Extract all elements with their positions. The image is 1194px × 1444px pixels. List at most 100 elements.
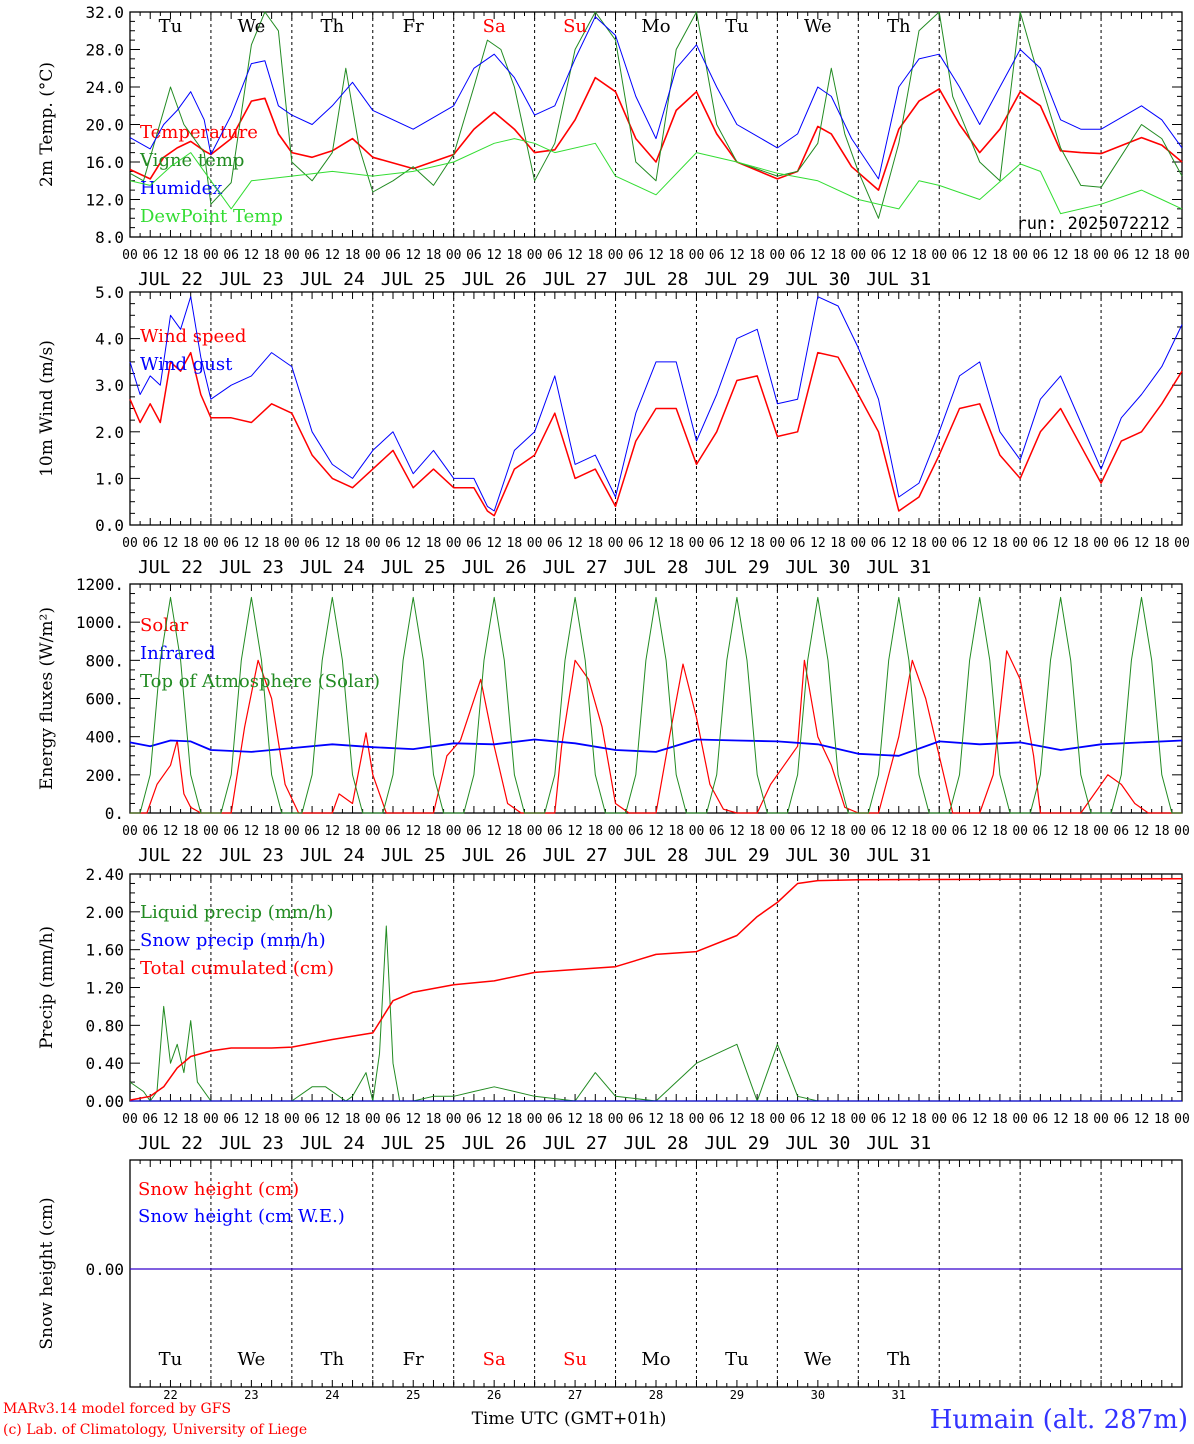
panel-1: 8.0 12.0 16.0 20.0 24.0 28.0 32.0 2m Temp. (°C)… bbox=[37, 3, 1190, 290]
day-labels-bottom: Tu We Th Fr Sa Su Mo Tu We Th bbox=[159, 1349, 911, 1370]
x-hour-label: 00 bbox=[850, 536, 866, 551]
x-hour-label: 12 bbox=[810, 1112, 826, 1127]
day-number: 28 bbox=[649, 1388, 663, 1402]
y-tick-label: 28.0 bbox=[85, 41, 124, 60]
x-hour-label: 12 bbox=[1053, 536, 1069, 551]
x-hour-label: 12 bbox=[729, 1112, 745, 1127]
x-hour-label: 06 bbox=[790, 536, 806, 551]
x-hour-label: 18 bbox=[183, 1112, 199, 1127]
x-hour-label: 06 bbox=[871, 248, 887, 263]
x-date-label: JUL 30 bbox=[785, 1133, 850, 1154]
day-label: Mo bbox=[641, 16, 670, 37]
y-axis-label: Energy fluxes (W/m²) bbox=[37, 607, 57, 790]
x-hour-label: 06 bbox=[628, 1112, 644, 1127]
x-date-label: JUL 22 bbox=[138, 845, 203, 866]
x-date-label: JUL 28 bbox=[623, 557, 688, 578]
legend-entry: Top of Atmosphere (Solar) bbox=[140, 671, 380, 692]
x-hour-label: 06 bbox=[223, 536, 239, 551]
x-hour-label: 00 bbox=[1012, 1112, 1028, 1127]
x-hour-label: 00 bbox=[365, 536, 381, 551]
x-hour-label: 00 bbox=[365, 824, 381, 839]
x-hour-label: 06 bbox=[628, 536, 644, 551]
x-date-label: JUL 23 bbox=[219, 557, 284, 578]
x-hour-label: 18 bbox=[830, 248, 846, 263]
x-hour-label: 00 bbox=[931, 1112, 947, 1127]
x-date-label: JUL 22 bbox=[138, 557, 203, 578]
day-label: Sa bbox=[483, 16, 506, 37]
x-hour-label: 00 bbox=[770, 1112, 786, 1127]
series-line-dewpoint-temp bbox=[129, 138, 1183, 215]
series-line-wind-gust bbox=[129, 296, 1183, 512]
x-hour-label: 18 bbox=[264, 824, 280, 839]
y-tick-label: 1.20 bbox=[85, 979, 124, 998]
x-hour-label: 18 bbox=[1073, 536, 1089, 551]
x-hour-label: 12 bbox=[891, 536, 907, 551]
x-hour-label: 00 bbox=[770, 536, 786, 551]
x-hour-label: 12 bbox=[486, 248, 502, 263]
x-hour-label: 00 bbox=[1174, 248, 1190, 263]
day-number: 24 bbox=[325, 1388, 339, 1402]
x-hour-label: 06 bbox=[466, 824, 482, 839]
x-hour-label: 18 bbox=[426, 824, 442, 839]
y-tick-label: 0.00 bbox=[85, 1260, 124, 1279]
x-hour-label: 06 bbox=[223, 824, 239, 839]
x-hour-label: 12 bbox=[163, 824, 179, 839]
x-date-label: JUL 25 bbox=[381, 269, 446, 290]
x-hour-label: 00 bbox=[365, 248, 381, 263]
x-hour-label: 12 bbox=[486, 536, 502, 551]
x-hour-label: 00 bbox=[689, 536, 705, 551]
day-label: We bbox=[238, 16, 266, 37]
x-hour-label: 18 bbox=[911, 536, 927, 551]
day-label: Su bbox=[563, 16, 587, 37]
x-hour-label: 18 bbox=[507, 824, 523, 839]
x-hour-label: 18 bbox=[749, 824, 765, 839]
x-hour-label: 06 bbox=[547, 824, 563, 839]
x-hour-label: 06 bbox=[385, 536, 401, 551]
day-number: 25 bbox=[406, 1388, 420, 1402]
station-name: Humain (alt. 287m) bbox=[930, 1405, 1188, 1435]
x-hour-label: 06 bbox=[304, 824, 320, 839]
x-hour-label: 06 bbox=[709, 248, 725, 263]
x-date-label: JUL 27 bbox=[543, 269, 608, 290]
x-hour-label: 18 bbox=[507, 536, 523, 551]
y-tick-label: 2.40 bbox=[85, 865, 124, 884]
legend-entry: Total cumulated (cm) bbox=[140, 958, 334, 979]
x-hour-label: 06 bbox=[142, 824, 158, 839]
x-date-label: JUL 26 bbox=[462, 269, 527, 290]
x-hour-label: 00 bbox=[689, 824, 705, 839]
x-hour-label: 18 bbox=[507, 248, 523, 263]
x-hour-label: 06 bbox=[709, 824, 725, 839]
x-hour-label: 12 bbox=[1053, 1112, 1069, 1127]
x-hour-label: 12 bbox=[729, 824, 745, 839]
day-label: Tu bbox=[725, 1349, 749, 1370]
x-hour-label: 12 bbox=[567, 824, 583, 839]
y-tick-label: 20.0 bbox=[85, 116, 124, 135]
x-hour-label: 12 bbox=[567, 536, 583, 551]
x-date-label: JUL 27 bbox=[543, 845, 608, 866]
x-hour-label: 12 bbox=[648, 248, 664, 263]
x-hour-label: 18 bbox=[830, 536, 846, 551]
x-hour-label: 06 bbox=[790, 248, 806, 263]
series-line-solar bbox=[130, 650, 1182, 814]
y-tick-label: 2.0 bbox=[95, 423, 124, 442]
legend-entry: Wind speed bbox=[140, 326, 246, 347]
x-hour-label: 06 bbox=[952, 536, 968, 551]
run-annotation: run: 2025072212 bbox=[1016, 214, 1170, 234]
x-hour-label: 12 bbox=[1134, 536, 1150, 551]
day-label: Th bbox=[321, 1349, 345, 1370]
x-hour-label: 06 bbox=[1033, 1112, 1049, 1127]
x-hour-label: 18 bbox=[345, 536, 361, 551]
x-hour-label: 12 bbox=[244, 248, 260, 263]
y-tick-label: 1000. bbox=[76, 613, 124, 632]
x-hour-label: 18 bbox=[426, 248, 442, 263]
x-date-label: JUL 24 bbox=[300, 845, 365, 866]
x-hour-label: 18 bbox=[1073, 824, 1089, 839]
x-date-label: JUL 27 bbox=[543, 1133, 608, 1154]
day-label: Fr bbox=[403, 1349, 424, 1370]
x-hour-label: 00 bbox=[446, 248, 462, 263]
x-hour-label: 06 bbox=[223, 248, 239, 263]
x-hour-label: 06 bbox=[790, 824, 806, 839]
y-axis-label: 10m Wind (m/s) bbox=[37, 340, 57, 477]
x-hour-label: 00 bbox=[122, 824, 138, 839]
x-hour-label: 00 bbox=[203, 824, 219, 839]
